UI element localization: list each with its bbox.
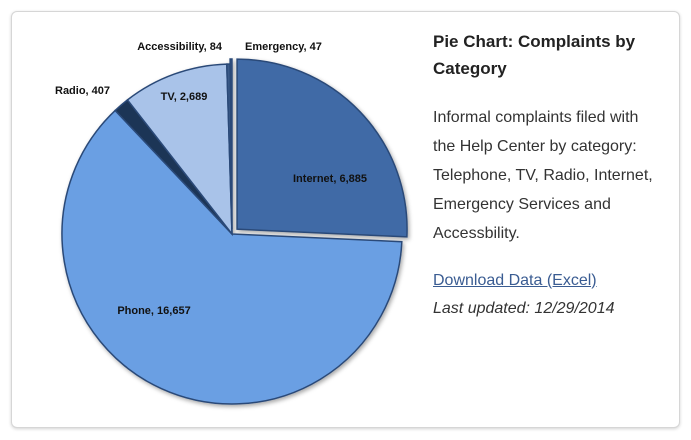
pie-label-phone: Phone, 16,657 <box>117 305 190 317</box>
pie-label-tv: TV, 2,689 <box>161 91 208 103</box>
panel-title: Pie Chart: Complaints by Category <box>433 32 636 78</box>
pie-slice-tv <box>126 63 233 237</box>
pie-slice-phone <box>61 109 403 405</box>
pie-label-emergency: Emergency, 47 <box>245 41 322 53</box>
pie-slice-emergency <box>229 58 233 230</box>
pie-label-radio: Radio, 407 <box>55 85 110 97</box>
pie-chart: Internet, 6,885 Phone, 16,657 Radio, 407 TV… <box>55 41 408 405</box>
pie-slice-internet <box>236 58 408 238</box>
pie-label-accessibility: Accessibility, 84 <box>137 41 223 53</box>
last-updated-text: Last updated: 12/29/2014 <box>433 300 615 317</box>
download-data-link[interactable]: Download Data (Excel) <box>433 272 597 289</box>
pie-label-internet: Internet, 6,885 <box>293 173 367 185</box>
info-panel: Pie Chart: Complaints by Category Inform… <box>433 28 658 323</box>
chart-card: Internet, 6,885 Phone, 16,657 Radio, 407 TV… <box>11 11 680 428</box>
panel-description: Informal complaints filed with the Help … <box>433 109 653 242</box>
pie-chart-area: Internet, 6,885 Phone, 16,657 Radio, 407 TV… <box>12 12 432 427</box>
